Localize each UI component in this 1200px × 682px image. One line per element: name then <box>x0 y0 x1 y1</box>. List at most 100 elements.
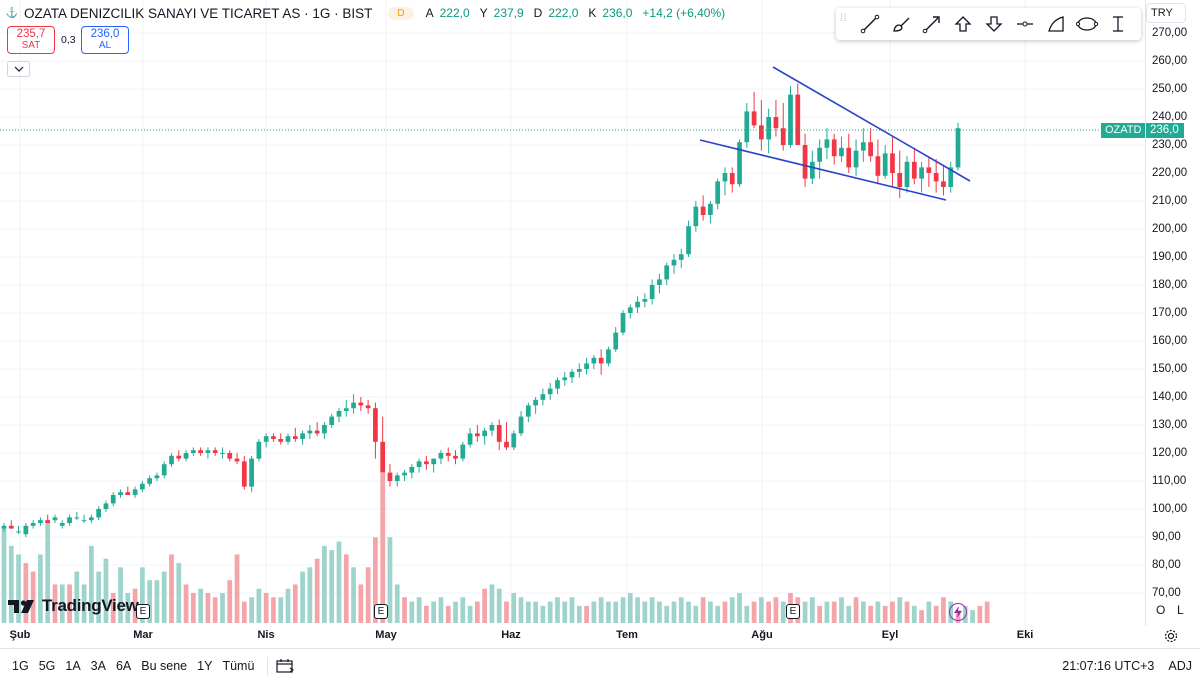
clock-timezone[interactable]: 21:07:16 UTC+3 <box>1062 658 1155 673</box>
range-button[interactable]: 5G <box>38 658 56 673</box>
candle-body <box>263 436 269 442</box>
candle <box>715 178 721 210</box>
volume-bar <box>329 550 335 623</box>
volume-bar <box>278 597 284 623</box>
range-button[interactable]: Bu sene <box>141 658 188 673</box>
volume-bar <box>708 601 713 623</box>
data-status-badge[interactable]: D <box>388 6 414 20</box>
volume-bar <box>744 605 750 623</box>
candle-body <box>125 492 131 495</box>
candle <box>322 422 327 439</box>
arrow-down-icon[interactable] <box>978 10 1009 38</box>
chart-plot-area[interactable] <box>0 0 1145 626</box>
volume-bar <box>780 601 786 623</box>
earnings-marker[interactable]: E <box>786 604 800 619</box>
earnings-marker[interactable]: E <box>136 604 150 619</box>
candle <box>642 293 648 308</box>
candle-body <box>67 517 72 523</box>
arrow-up-icon[interactable] <box>947 10 978 38</box>
ellipse-icon[interactable] <box>1071 10 1102 38</box>
candle <box>125 486 131 495</box>
price-tick-label: 120,00 <box>1152 447 1188 459</box>
last-price-symbol-label: OZATD <box>1101 123 1146 138</box>
volume-bar <box>926 601 932 623</box>
volume-bar <box>496 588 502 623</box>
close-label: K <box>588 6 597 20</box>
range-button[interactable]: 1A <box>65 658 81 673</box>
candle-body <box>176 455 182 459</box>
candle <box>169 453 174 467</box>
range-button[interactable]: Tümü <box>222 658 255 673</box>
volume-bar <box>351 567 356 623</box>
calendar-range-icon[interactable] <box>276 658 295 674</box>
legend-collapse-button[interactable] <box>7 61 30 77</box>
range-button[interactable]: 1G <box>12 658 29 673</box>
log-scale-toggle[interactable]: L <box>1177 603 1184 617</box>
candle <box>387 464 393 487</box>
buy-button[interactable]: 236,0 AL <box>81 26 129 54</box>
candle-body <box>38 520 43 523</box>
candle <box>700 195 706 221</box>
candle-body <box>671 259 677 266</box>
adjustment-toggle[interactable]: ADJ <box>1168 658 1192 673</box>
grip-icon[interactable]: ⁞⁞ <box>840 13 848 24</box>
price-tick-label: 190,00 <box>1152 251 1188 263</box>
candle-body <box>824 139 830 148</box>
volume-bar <box>751 601 757 623</box>
candle-body <box>766 117 772 140</box>
candle <box>926 156 932 187</box>
candle <box>16 525 21 535</box>
candle <box>773 100 779 137</box>
candle <box>154 472 160 481</box>
earnings-marker[interactable]: E <box>374 604 388 619</box>
candle-body <box>846 147 852 168</box>
range-button[interactable]: 6A <box>115 658 132 673</box>
volume-bar <box>263 593 269 623</box>
percent-scale-toggle[interactable]: O <box>1156 603 1166 617</box>
candle-body <box>52 517 58 521</box>
range-button[interactable]: 3A <box>90 658 106 673</box>
volume-bar <box>45 520 51 623</box>
range-button[interactable]: 1Y <box>197 658 213 673</box>
candle <box>620 310 626 336</box>
text-cursor-icon[interactable] <box>1102 10 1133 38</box>
candle-body <box>460 444 466 459</box>
sell-button[interactable]: 235,7 SAT <box>7 26 55 54</box>
time-axis[interactable]: Şub Mar Nis May Haz Tem Ağu Eyl Eki <box>0 626 1145 646</box>
horizontal-ray-icon[interactable] <box>1009 10 1040 38</box>
volume-bar <box>285 588 291 623</box>
volume-bar <box>606 601 611 623</box>
curve-icon[interactable] <box>1040 10 1071 38</box>
currency-selector[interactable]: TRY <box>1146 3 1186 23</box>
volume-bar <box>809 597 815 623</box>
time-tick-label: Şub <box>9 629 31 641</box>
date-range-list: 1G 5G 1A 3A 6A Bu sene 1Y Tümü <box>0 659 259 673</box>
symbol-header[interactable]: ⚓ OZATA DENIZCILIK SANAYI VE TICARET AS … <box>6 4 729 22</box>
price-tick-label: 270,00 <box>1152 27 1188 39</box>
volume-bar <box>74 571 80 623</box>
arrow-line-icon[interactable] <box>916 10 947 38</box>
volume-bar <box>897 597 903 623</box>
volume-bar <box>190 593 196 623</box>
candle-body <box>358 402 364 406</box>
candle <box>729 167 735 193</box>
candle-body <box>307 430 313 434</box>
candle-body <box>314 430 320 434</box>
volume-bar <box>103 558 109 623</box>
settings-gear-icon[interactable] <box>1163 628 1179 649</box>
candle <box>453 450 458 465</box>
volume-bar <box>598 597 604 623</box>
candle <box>365 399 371 414</box>
chart-canvas[interactable] <box>0 0 1145 626</box>
symbol-title[interactable]: OZATA DENIZCILIK SANAYI VE TICARET AS · … <box>24 5 373 21</box>
brush-icon[interactable] <box>885 10 916 38</box>
price-tick-label: 180,00 <box>1152 279 1188 291</box>
candle-body <box>657 279 662 285</box>
candle <box>482 427 488 445</box>
volume-bar <box>890 601 895 623</box>
tradingview-logo[interactable]: TradingView <box>8 596 139 616</box>
candle-body <box>351 402 356 409</box>
price-axis[interactable]: 270,00 260,00 250,00 240,00 230,00 220,00 210,… <box>1145 0 1200 626</box>
trend-line-icon[interactable] <box>854 10 885 38</box>
lightning-icon[interactable] <box>949 603 967 621</box>
